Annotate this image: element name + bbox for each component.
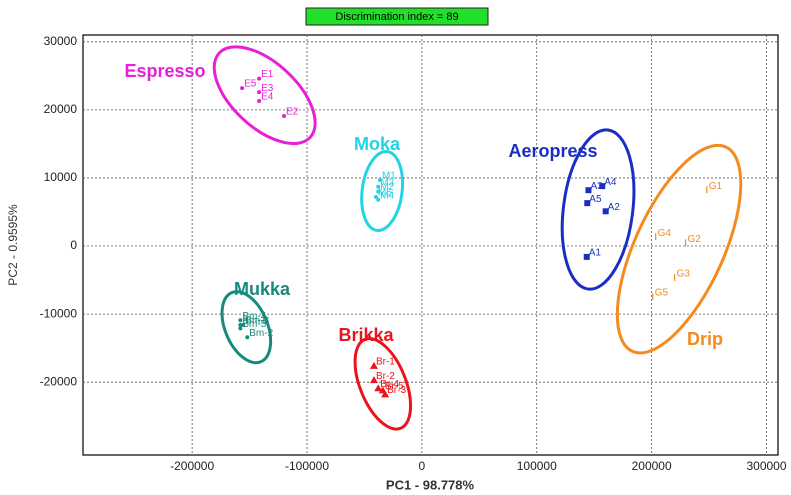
point-label: Br-2	[376, 371, 395, 382]
point-label: Bm-3	[245, 316, 269, 327]
point-label: Bm-2	[249, 328, 273, 339]
point	[583, 253, 590, 260]
point	[257, 99, 262, 104]
point	[238, 318, 243, 323]
point-label: M1	[382, 171, 396, 182]
point	[241, 322, 246, 327]
group-name: Mukka	[234, 279, 291, 299]
group-name: Aeropress	[508, 141, 597, 161]
group-ellipse	[353, 337, 413, 431]
x-tick-label: 0	[419, 459, 426, 473]
x-tick-label: 300000	[746, 459, 786, 473]
point	[282, 114, 287, 119]
point-label: E3	[261, 83, 274, 94]
group-name: Moka	[354, 134, 401, 154]
y-tick-label: -20000	[40, 374, 78, 388]
point	[238, 326, 243, 331]
point	[376, 197, 381, 202]
y-tick-label: 30000	[44, 34, 78, 48]
group-ellipse	[360, 150, 405, 233]
point-label: G2	[688, 234, 702, 245]
group-ellipse	[560, 128, 636, 291]
x-tick-label: 100000	[517, 459, 557, 473]
point-label: A2	[608, 202, 621, 213]
group-ellipse	[220, 290, 273, 365]
point-label: M3	[380, 177, 394, 188]
point	[240, 86, 245, 91]
point	[374, 384, 383, 392]
point	[257, 76, 262, 81]
point	[377, 177, 382, 182]
point-label: Br-4	[380, 379, 399, 390]
point-label: G3	[677, 269, 691, 280]
y-tick-label: -10000	[40, 306, 78, 320]
x-tick-label: 200000	[632, 459, 672, 473]
group-ellipse	[615, 143, 743, 355]
point-label: E5	[244, 79, 257, 90]
group-name: Drip	[687, 329, 723, 349]
point	[602, 208, 609, 215]
point-label: G1	[709, 181, 723, 192]
point	[376, 189, 381, 194]
y-tick-label: 20000	[44, 102, 78, 116]
point-label: Br-1	[376, 356, 395, 367]
y-axis-label: PC2 - 0.9595%	[6, 204, 20, 286]
y-tick-label: 0	[70, 238, 77, 252]
point	[369, 361, 378, 369]
point	[381, 390, 390, 398]
x-axis-label: PC1 - 98.778%	[386, 477, 475, 492]
point-label: M5	[378, 188, 392, 199]
point-label: A3	[590, 181, 603, 192]
point	[584, 200, 591, 207]
point-label: Bm-4	[242, 311, 266, 322]
point	[245, 335, 250, 340]
plot-frame	[82, 34, 779, 456]
point-label: E4	[261, 92, 274, 103]
point-label: A4	[604, 177, 617, 188]
point	[599, 183, 606, 190]
point-label: G4	[658, 228, 672, 239]
chart-title: Discrimination index = 89	[335, 11, 458, 23]
point-label: Br-5	[385, 381, 404, 392]
point-label: G5	[655, 288, 669, 299]
y-tick-label: 10000	[44, 170, 78, 184]
x-tick-label: -100000	[285, 459, 329, 473]
point-label: Bm-1	[242, 316, 266, 327]
point	[257, 90, 262, 95]
point-label: A5	[589, 194, 602, 205]
point	[376, 184, 381, 189]
group-ellipse	[212, 45, 317, 146]
point-label: E2	[286, 107, 299, 118]
point	[369, 376, 378, 384]
point	[238, 322, 243, 327]
point	[585, 187, 592, 194]
group-name: Espresso	[124, 61, 205, 81]
point-label: Bm-5	[242, 319, 266, 330]
point-label: Br-3	[387, 385, 406, 396]
title-box	[305, 7, 489, 26]
point-label: M2	[380, 182, 394, 193]
point-label: M4	[380, 190, 394, 201]
point	[373, 195, 378, 200]
point-label: A1	[589, 248, 602, 259]
point-label: E1	[261, 69, 274, 80]
group-name: Brikka	[338, 325, 394, 345]
x-tick-label: -200000	[170, 459, 214, 473]
